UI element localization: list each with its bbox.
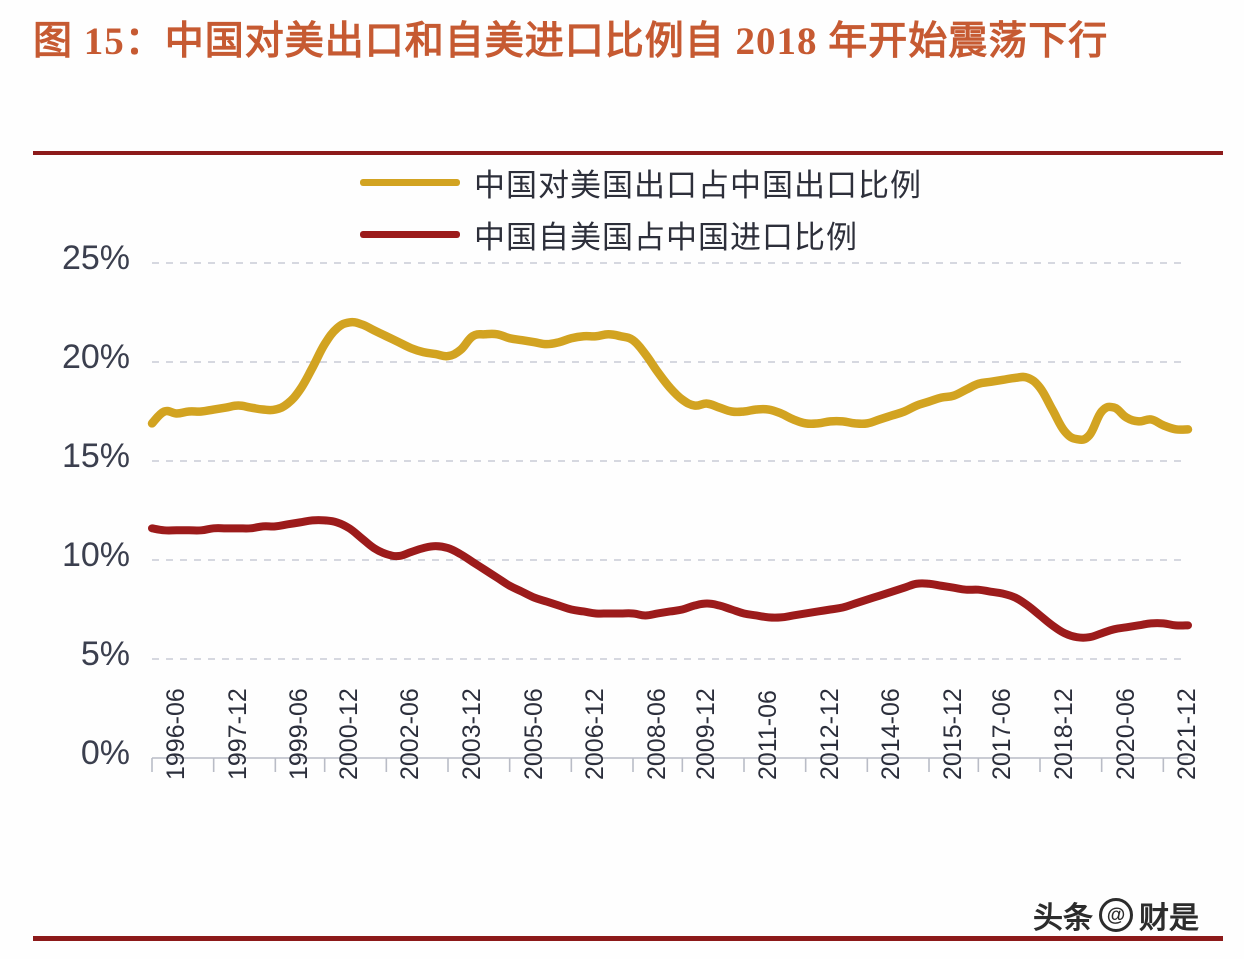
x-axis-tick-label: 2014-06 [877, 688, 906, 780]
x-axis-tick-label: 2006-12 [581, 688, 610, 780]
watermark-account: 财是 [1139, 902, 1199, 935]
y-axis-tick-label: 25% [61, 239, 130, 277]
x-axis-tick-label: 2020-06 [1111, 688, 1140, 780]
legend-label-exports: 中国对美国出口占中国出口比例 [474, 168, 922, 203]
y-axis-tick-label: 20% [61, 338, 130, 376]
figure-title: 图 15：中国对美出口和自美进口比例自 2018 年开始震荡下行 [33, 20, 1109, 63]
x-axis-tick-label: 2012-12 [815, 688, 844, 780]
x-axis-tick-label: 2002-06 [396, 688, 425, 780]
y-axis-tick-label: 5% [80, 635, 130, 673]
legend-item-exports: 中国对美国出口占中国出口比例 [360, 160, 922, 205]
footer-divider-rule [33, 936, 1223, 941]
watermark-brand: 头条 [1033, 902, 1093, 935]
y-axis-tick-label: 15% [61, 437, 130, 475]
legend-swatch-imports [360, 231, 460, 238]
series-line-exports [147, 317, 1193, 445]
x-axis-tick-label: 2017-06 [988, 688, 1017, 780]
legend-item-imports: 中国自美国占中国进口比例 [360, 212, 922, 257]
x-axis-tick-label: 2009-12 [692, 688, 721, 780]
x-axis-tick-label: 2003-12 [458, 688, 486, 780]
x-axis-tick-label: 1996-06 [162, 688, 190, 780]
x-axis-tick-label: 2000-12 [334, 688, 363, 780]
title-divider-rule [33, 151, 1223, 155]
x-axis-tick-label: 2018-12 [1050, 688, 1078, 780]
y-axis-tick-label: 0% [80, 734, 130, 772]
watermark: 头条 @ 财是 [1033, 893, 1199, 937]
x-axis-tick-label: 2015-12 [939, 688, 967, 780]
watermark-at-icon: @ [1099, 898, 1133, 932]
x-axis-tick-label: 2021-12 [1173, 688, 1202, 780]
x-axis-tick-label: 1997-12 [223, 688, 252, 780]
chart-legend: 中国对美国出口占中国出口比例 中国自美国占中国进口比例 [360, 160, 922, 257]
x-axis-tick-label: 2005-06 [519, 688, 548, 780]
x-axis-tick-label: 1999-06 [285, 688, 314, 780]
legend-label-imports: 中国自美国占中国进口比例 [474, 220, 858, 255]
y-axis-tick-label: 10% [61, 536, 130, 574]
series-line-imports [148, 516, 1192, 642]
x-axis-tick-label: 2011-06 [754, 690, 782, 780]
x-axis-tick-label: 2008-06 [643, 688, 671, 780]
legend-swatch-exports [360, 179, 460, 186]
